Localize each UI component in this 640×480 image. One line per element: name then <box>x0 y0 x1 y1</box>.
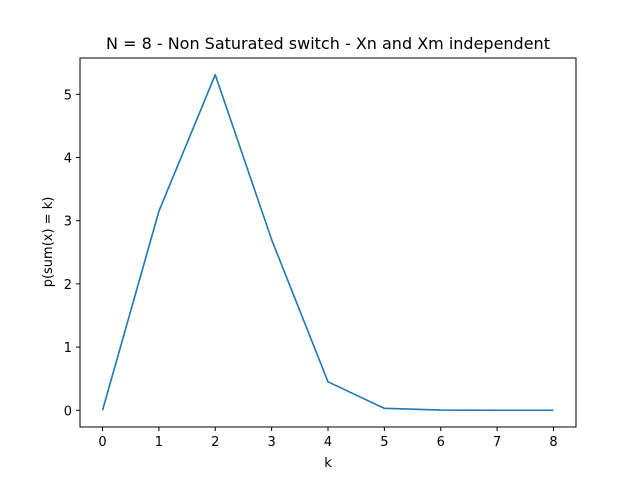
series-layer <box>101 73 554 412</box>
y-tick-label: 3 <box>64 215 72 230</box>
y-axis-label: p(sum(x) = k) <box>41 197 56 288</box>
x-tick-label: 0 <box>98 435 106 450</box>
x-axis-label: k <box>324 456 332 471</box>
x-tick-label: 2 <box>211 435 219 450</box>
y-tick-label: 1 <box>64 341 72 356</box>
x-tick-label: 6 <box>437 435 445 450</box>
plot-area-frame <box>79 57 577 428</box>
x-axis-ticks: 0 1 2 3 4 5 6 7 8 <box>98 427 558 450</box>
x-tick-label: 7 <box>493 435 501 450</box>
x-tick-label: 4 <box>324 435 332 450</box>
x-tick-label: 5 <box>380 435 388 450</box>
chart-title: N = 8 - Non Saturated switch - Xn and Xm… <box>106 34 550 53</box>
x-tick-label: 8 <box>549 435 557 450</box>
y-tick-label: 0 <box>64 404 72 419</box>
y-tick-label: 2 <box>64 278 72 293</box>
series-line <box>101 73 554 412</box>
y-tick-label: 4 <box>64 152 72 167</box>
y-axis-ticks: 0 1 2 3 4 5 <box>64 88 80 419</box>
x-tick-label: 1 <box>155 435 163 450</box>
x-tick-label: 3 <box>267 435 275 450</box>
y-tick-label: 5 <box>64 88 72 103</box>
